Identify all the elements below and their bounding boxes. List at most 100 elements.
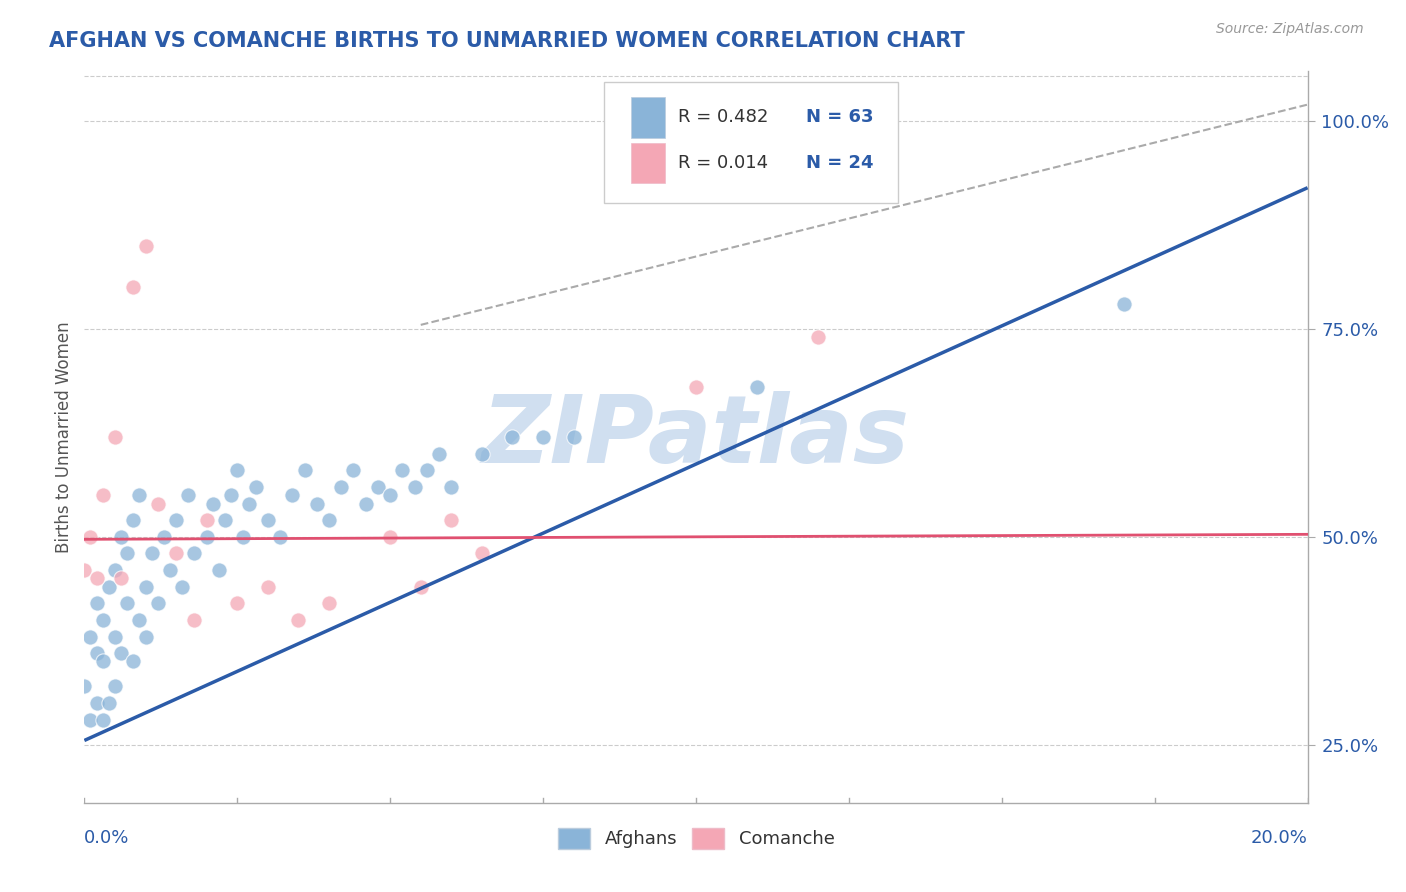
Point [502, 430, 524, 444]
Point [219, 488, 242, 502]
Legend: Afghans, Comanche: Afghans, Comanche [550, 821, 842, 856]
FancyBboxPatch shape [631, 97, 665, 137]
Point [79, 630, 101, 644]
Point [232, 530, 254, 544]
Point [110, 646, 132, 660]
Point [427, 447, 450, 461]
Point [128, 488, 150, 502]
Point [440, 480, 463, 494]
Point [318, 596, 340, 610]
Point [86, 646, 108, 660]
Point [747, 380, 769, 394]
Point [86, 696, 108, 710]
Point [115, 546, 138, 560]
Point [471, 546, 494, 560]
Point [440, 513, 463, 527]
Point [318, 513, 340, 527]
Point [404, 480, 426, 494]
Point [531, 430, 554, 444]
Text: ZIPatlas: ZIPatlas [482, 391, 910, 483]
Point [195, 513, 218, 527]
Text: Source: ZipAtlas.com: Source: ZipAtlas.com [1216, 22, 1364, 37]
Point [135, 239, 157, 253]
Text: R = 0.014: R = 0.014 [678, 153, 768, 172]
Point [409, 580, 432, 594]
Point [416, 463, 439, 477]
Point [79, 713, 101, 727]
Point [135, 630, 157, 644]
Point [342, 463, 364, 477]
Point [115, 596, 138, 610]
Point [1114, 297, 1136, 311]
Point [110, 571, 132, 585]
Point [208, 563, 231, 577]
Text: AFGHAN VS COMANCHE BIRTHS TO UNMARRIED WOMEN CORRELATION CHART: AFGHAN VS COMANCHE BIRTHS TO UNMARRIED W… [49, 31, 965, 51]
Point [245, 480, 267, 494]
Point [177, 488, 200, 502]
Y-axis label: Births to Unmarried Women: Births to Unmarried Women [55, 321, 73, 553]
Point [122, 280, 145, 294]
Point [135, 580, 157, 594]
Point [172, 580, 194, 594]
Text: N = 24: N = 24 [806, 153, 873, 172]
Point [97, 580, 120, 594]
Point [91, 613, 114, 627]
Text: 20.0%: 20.0% [1251, 830, 1308, 847]
Point [330, 480, 353, 494]
Point [146, 497, 169, 511]
Point [257, 580, 280, 594]
Point [110, 530, 132, 544]
Text: 0.0%: 0.0% [84, 830, 129, 847]
Point [380, 488, 402, 502]
Point [159, 563, 181, 577]
Point [257, 513, 280, 527]
Point [269, 530, 291, 544]
Point [97, 696, 120, 710]
Point [104, 680, 127, 694]
Point [128, 613, 150, 627]
Point [122, 513, 145, 527]
Point [367, 480, 389, 494]
Point [91, 655, 114, 669]
Point [73, 680, 96, 694]
Point [165, 546, 187, 560]
Point [214, 513, 236, 527]
Text: N = 63: N = 63 [806, 109, 873, 127]
Point [305, 497, 328, 511]
Point [122, 655, 145, 669]
Point [73, 563, 96, 577]
Point [183, 613, 205, 627]
Point [201, 497, 224, 511]
Point [391, 463, 413, 477]
Point [354, 497, 377, 511]
Point [380, 530, 402, 544]
Point [91, 488, 114, 502]
Point [226, 596, 249, 610]
Point [238, 497, 260, 511]
FancyBboxPatch shape [631, 143, 665, 183]
Text: R = 0.482: R = 0.482 [678, 109, 768, 127]
Point [807, 330, 830, 344]
Point [281, 488, 304, 502]
Point [104, 630, 127, 644]
Point [183, 546, 205, 560]
Point [79, 530, 101, 544]
Point [471, 447, 494, 461]
Point [685, 380, 707, 394]
Point [1143, 863, 1166, 877]
Point [146, 596, 169, 610]
Point [226, 463, 249, 477]
Point [91, 713, 114, 727]
FancyBboxPatch shape [605, 82, 898, 203]
Point [287, 613, 309, 627]
Point [104, 430, 127, 444]
Point [86, 571, 108, 585]
Point [141, 546, 163, 560]
Point [294, 463, 316, 477]
Point [86, 596, 108, 610]
Point [195, 530, 218, 544]
Point [165, 513, 187, 527]
Point [562, 430, 585, 444]
Point [153, 530, 176, 544]
Point [104, 563, 127, 577]
